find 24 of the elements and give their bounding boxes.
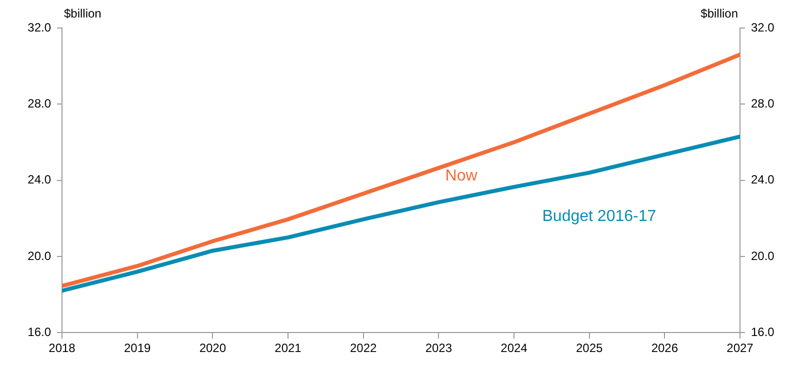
x-tick-label: 2020 [199, 341, 226, 356]
y2-tick-label: 20.0 [751, 248, 775, 263]
y-axis-title: $billion [64, 6, 102, 20]
x-tick-label: 2018 [48, 341, 76, 356]
x-tick-label: 2022 [350, 341, 378, 356]
y2-tick-label: 32.0 [751, 20, 775, 34]
x-tick-label: 2027 [726, 341, 754, 356]
y-tick-label: 28.0 [28, 96, 52, 110]
x-tick-label: 2024 [500, 341, 528, 356]
y2-axis-title: $billion [700, 6, 738, 20]
y2-tick-label: 28.0 [751, 96, 775, 110]
series-label: Budget 2016-17 [542, 208, 656, 225]
x-tick-label: 2021 [274, 341, 302, 356]
x-tick-label: 2025 [576, 341, 604, 356]
series-label: Now [445, 168, 478, 185]
x-tick-label: 2019 [124, 341, 152, 356]
x-tick-label: 2026 [651, 341, 678, 356]
y2-tick-label: 16.0 [751, 324, 775, 339]
y2-tick-label: 24.0 [751, 172, 775, 187]
y-tick-label: 24.0 [28, 172, 52, 187]
x-tick-label: 2023 [425, 341, 452, 356]
y-tick-label: 20.0 [28, 248, 52, 263]
y-tick-label: 32.0 [28, 20, 52, 34]
y-tick-label: 16.0 [28, 324, 52, 339]
